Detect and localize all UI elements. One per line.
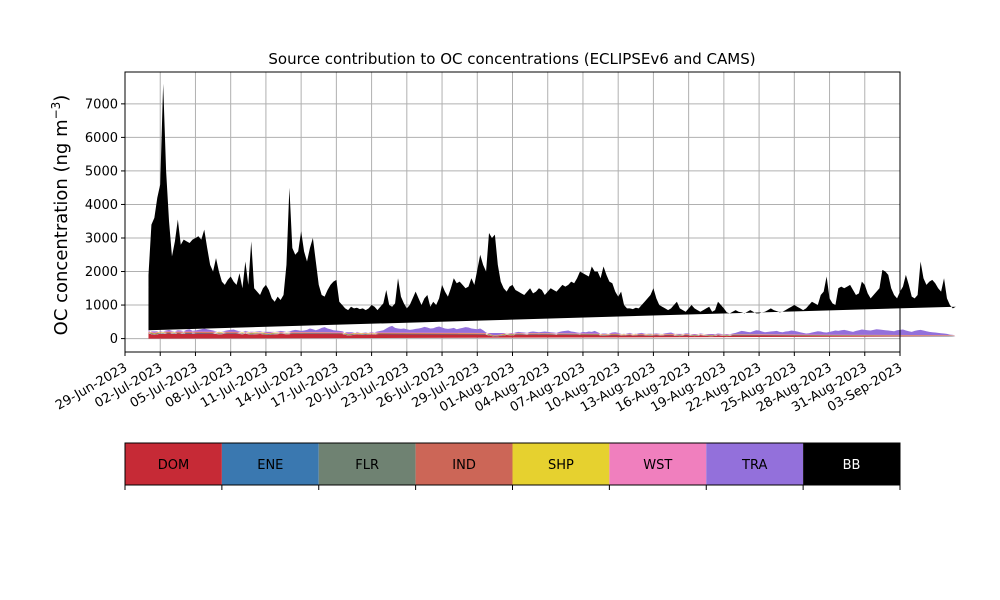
area-dom <box>148 330 956 339</box>
legend-label-tra: TRA <box>741 458 767 473</box>
y-axis-label-close: ) <box>51 95 72 102</box>
y-tick-label: 7000 <box>85 97 118 112</box>
legend-label-ind: IND <box>452 458 476 473</box>
legend-swatch-dom <box>125 443 222 485</box>
legend-label-wst: WST <box>643 458 672 473</box>
y-axis-label-superscript: −3 <box>49 102 63 120</box>
legend-colorbar: DOM ENE FLR IND SHP WST TRA BB <box>124 442 901 490</box>
y-axis-label: OC concentration (ng m−3) <box>49 95 72 336</box>
legend-label-bb: BB <box>843 458 861 473</box>
y-tick-label: 5000 <box>85 164 118 179</box>
legend-swatch-ind <box>415 443 513 485</box>
legend-label-flr: FLR <box>355 458 379 473</box>
y-tick-label: 4000 <box>85 198 118 213</box>
legend-swatch-shp <box>512 443 610 485</box>
legend-swatch-wst <box>609 443 707 485</box>
area-tra <box>148 325 956 336</box>
y-tick-label: 2000 <box>85 265 118 280</box>
y-tick-label: 1000 <box>85 299 118 314</box>
legend-label-dom: DOM <box>158 458 189 473</box>
y-axis-label-text: OC concentration (ng m <box>51 119 72 335</box>
y-axis-ticks: 0 1000 2000 3000 4000 5000 6000 7000 <box>85 97 125 347</box>
chart-title: Source contribution to OC concentrations… <box>268 50 755 68</box>
area-bb <box>148 83 956 331</box>
stacked-areas <box>148 83 956 339</box>
x-axis-ticks: 29-Jun-202302-Jul-202305-Jul-202308-Jul-… <box>53 352 905 416</box>
legend-label-ene: ENE <box>257 458 283 473</box>
legend-swatch-bb <box>803 443 900 485</box>
legend-label-shp: SHP <box>548 458 574 473</box>
y-tick-label: 6000 <box>85 131 118 146</box>
plot-area: 0 1000 2000 3000 4000 5000 6000 7000 29-Jun-202… <box>53 71 956 416</box>
y-tick-label: 3000 <box>85 231 118 246</box>
legend-swatch-ene <box>221 443 319 485</box>
legend-swatch-tra <box>706 443 804 485</box>
legend-swatch-flr <box>318 443 416 485</box>
y-tick-label: 0 <box>110 332 118 347</box>
